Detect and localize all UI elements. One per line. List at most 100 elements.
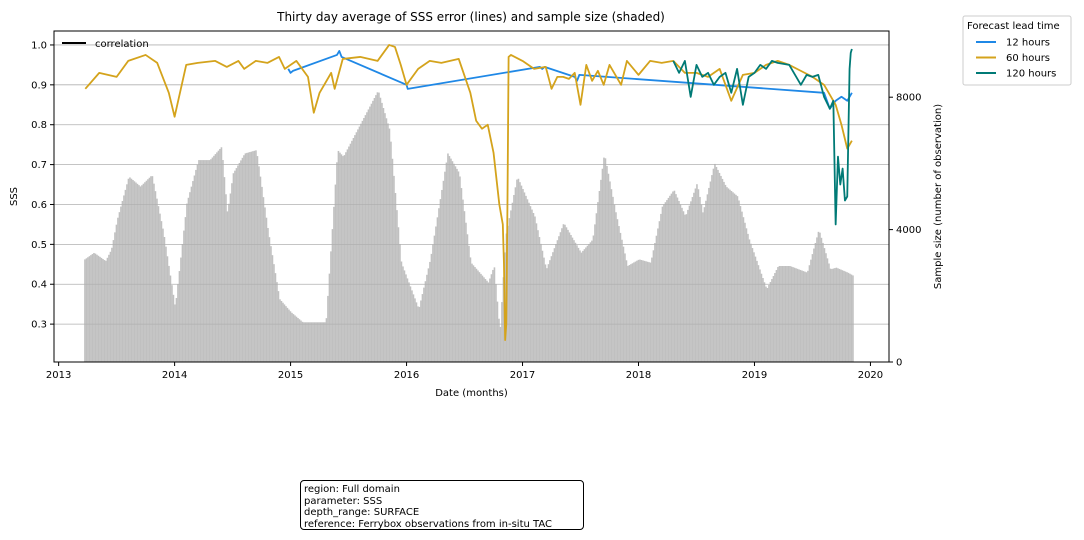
sample-size-bar xyxy=(763,282,766,362)
legend-title: Forecast lead time xyxy=(967,21,1060,32)
sample-size-bar xyxy=(573,240,575,362)
sample-size-bar xyxy=(205,160,208,362)
x-tick-label: 2016 xyxy=(394,370,419,381)
sample-size-bar xyxy=(577,247,580,362)
sample-size-bar xyxy=(201,160,203,362)
sample-size-bar xyxy=(463,211,466,362)
sample-size-bar xyxy=(274,273,277,362)
sample-size-bar xyxy=(628,265,631,362)
sample-size-bar xyxy=(91,254,94,362)
sample-size-bar xyxy=(768,285,770,362)
sample-size-bar xyxy=(226,211,229,362)
sample-size-bar xyxy=(841,270,844,362)
series-line-120-hours xyxy=(672,48,853,226)
sample-size-bar xyxy=(514,187,517,362)
sample-size-bar xyxy=(145,180,148,362)
sample-size-bar xyxy=(571,237,574,362)
sample-size-bar xyxy=(439,199,442,362)
sample-size-bar xyxy=(345,152,347,362)
sample-size-bar xyxy=(502,277,505,362)
sample-size-bar xyxy=(393,175,395,362)
sample-size-bar xyxy=(640,260,643,362)
sample-size-bar xyxy=(456,168,458,362)
sample-size-bar xyxy=(310,322,313,362)
sample-size-bar xyxy=(90,255,92,362)
sample-size-bar xyxy=(796,268,799,362)
sample-size-bar xyxy=(154,191,157,362)
sample-size-bar xyxy=(477,270,479,362)
sample-size-bar xyxy=(114,232,116,362)
sample-size-bar xyxy=(516,179,518,362)
sample-size-bar xyxy=(709,181,712,362)
sample-size-bar xyxy=(714,163,716,362)
inner-legend: correlation xyxy=(62,39,149,50)
sample-size-bar xyxy=(168,265,170,362)
sample-size-bar xyxy=(451,161,454,362)
chart-title: Thirty day average of SSS error (lines) … xyxy=(276,10,665,24)
sample-size-bar xyxy=(562,224,565,362)
sample-size-bar xyxy=(775,270,778,362)
legend-frame xyxy=(962,15,1072,86)
sample-size-bar xyxy=(460,188,463,362)
sample-size-bar xyxy=(831,268,833,362)
sample-size-bar xyxy=(106,257,109,362)
sample-size-bar xyxy=(364,115,367,362)
sample-size-bar xyxy=(688,205,691,362)
sample-size-bar xyxy=(787,266,790,362)
sample-size-bar xyxy=(312,322,314,362)
sample-size-bar xyxy=(606,166,608,362)
sample-size-bar xyxy=(93,252,95,362)
sample-size-bar xyxy=(144,182,146,362)
sample-size-bar xyxy=(580,252,583,362)
y2-axis: 0 4000 8000 xyxy=(889,93,921,369)
legend-label-120-hours: 120 hours xyxy=(1006,69,1056,80)
sample-size-bar xyxy=(319,322,322,362)
sample-size-bar xyxy=(718,172,721,362)
sample-size-bar xyxy=(520,185,523,362)
sample-size-bar xyxy=(744,222,746,362)
sample-size-bar xyxy=(745,228,748,362)
sample-size-bar xyxy=(592,235,595,362)
sample-size-bar xyxy=(832,268,835,362)
y-tick-label: 0.4 xyxy=(31,280,47,291)
sample-size-bar xyxy=(513,195,515,362)
sample-size-bar xyxy=(445,162,448,362)
sample-size-bar xyxy=(360,123,362,363)
sample-size-bar xyxy=(261,186,263,362)
sample-size-bar xyxy=(178,271,181,362)
sample-size-bar xyxy=(652,250,655,362)
sample-size-bar xyxy=(693,192,695,362)
info-line-reference: reference: Ferrybox observations from in… xyxy=(304,518,552,530)
sample-size-bar xyxy=(759,269,761,362)
sample-size-bar xyxy=(334,184,337,362)
sample-size-bar xyxy=(213,155,215,362)
sample-size-bar xyxy=(799,269,802,362)
sample-size-bar xyxy=(610,189,613,362)
sample-size-bar xyxy=(649,262,652,362)
sample-size-bar xyxy=(784,266,787,362)
sample-size-bar xyxy=(664,202,667,362)
sample-size-bar xyxy=(388,128,391,362)
sample-size-bar xyxy=(288,309,290,362)
sample-size-bar xyxy=(283,304,286,362)
sample-size-bar xyxy=(736,196,739,362)
sample-size-bar xyxy=(162,228,164,362)
sample-size-bar xyxy=(411,290,413,362)
sample-size-bar xyxy=(847,272,850,362)
sample-size-bar xyxy=(315,322,317,362)
sample-size-bar xyxy=(658,221,661,362)
sample-size-bar xyxy=(172,294,175,362)
x-tick-label: 2015 xyxy=(278,370,303,381)
sample-size-bar xyxy=(297,317,299,362)
sample-size-bar xyxy=(354,135,356,362)
sample-size-bar xyxy=(255,150,257,362)
sample-size-bar xyxy=(565,227,568,362)
sample-size-bar xyxy=(808,265,811,362)
sample-size-bar xyxy=(303,322,305,362)
sample-size-bar xyxy=(717,169,719,362)
sample-size-bar xyxy=(721,178,724,362)
sample-size-bar xyxy=(474,267,476,362)
sample-size-bar xyxy=(84,259,86,362)
sample-size-bar xyxy=(126,184,128,362)
sample-size-bar xyxy=(417,306,419,362)
